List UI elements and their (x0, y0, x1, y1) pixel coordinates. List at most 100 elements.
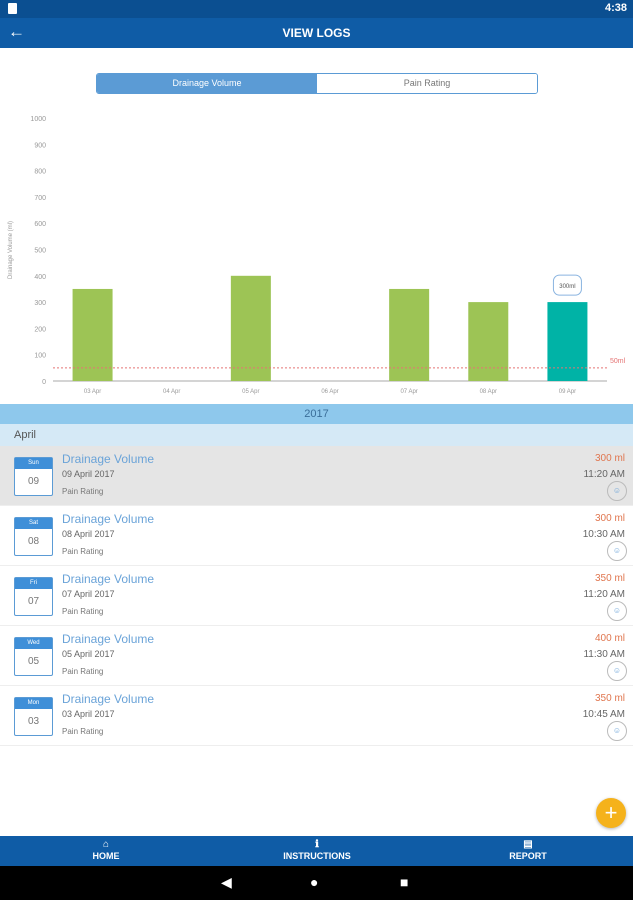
entry-date: 05 April 2017 (62, 649, 115, 659)
app-header: ← VIEW LOGS (0, 18, 633, 48)
entry-title: Drainage Volume (62, 572, 155, 586)
drainage-chart: 0 100 200 300 400 500 600 700 800 900 1000 Drainage… (8, 116, 626, 395)
weekday: Fri (15, 578, 52, 589)
weekday: Wed (15, 638, 52, 649)
day-number: 09 (27, 476, 40, 487)
bar (389, 288, 430, 381)
home-icon: ⌂ (102, 839, 110, 850)
entry-time: 10:30 AM (582, 529, 625, 540)
system-back-icon[interactable]: ◀ (221, 874, 232, 890)
nav-report[interactable]: ▤ REPORT (498, 838, 558, 861)
log-entry[interactable]: Fri 07 Drainage Volume 07 April 2017 Pain… (0, 566, 633, 626)
tab-pain-rating[interactable]: Pain Rating (317, 74, 537, 93)
year-header: 2017 (0, 404, 633, 424)
value-tooltip-label: 300ml (559, 284, 575, 290)
entry-time: 11:30 AM (583, 649, 625, 660)
weekday: Sat (15, 518, 52, 529)
entry-title: Drainage Volume (62, 452, 155, 466)
entry-title: Drainage Volume (62, 632, 155, 646)
chart-tabs: Drainage Volume Pain Rating (96, 73, 538, 94)
y-axis-label: Drainage Volume (ml) (8, 221, 14, 279)
threshold-label: 50ml (610, 358, 626, 365)
system-recents-icon[interactable]: ■ (400, 874, 409, 890)
value-tooltip (552, 274, 582, 296)
pain-face-icon: ☺ (607, 721, 627, 741)
month-header: April (0, 424, 633, 446)
y-tick-label: 400 (34, 274, 46, 281)
day-number: 05 (27, 656, 40, 667)
nav-home[interactable]: ⌂ HOME (76, 838, 136, 861)
bar (547, 302, 588, 381)
entry-time: 10:45 AM (582, 709, 625, 720)
entry-date: 09 April 2017 (62, 469, 115, 479)
log-entry[interactable]: Sat 08 Drainage Volume 08 April 2017 Pain… (0, 506, 633, 566)
entry-date: 08 April 2017 (62, 529, 115, 539)
tab-drainage-volume[interactable]: Drainage Volume (97, 74, 317, 93)
entry-title: Drainage Volume (62, 692, 155, 706)
bar (72, 288, 113, 381)
nav-report-label: REPORT (509, 851, 547, 861)
y-tick-label: 300 (34, 300, 46, 307)
pain-rating-label: Pain Rating (62, 547, 104, 556)
system-nav: ◀ ● ■ (0, 866, 633, 900)
day-number: 08 (27, 536, 40, 547)
pain-face-icon: ☺ (607, 541, 627, 561)
entry-time: 11:20 AM (583, 589, 625, 600)
entry-date: 07 April 2017 (62, 589, 115, 599)
status-bar: 4:38 (0, 0, 633, 18)
x-tick-label: 07 Apr (400, 389, 417, 395)
x-tick-label: 08 Apr (480, 389, 497, 395)
bar (230, 275, 271, 381)
report-icon: ▤ (523, 839, 533, 850)
log-entry[interactable]: Mon 03 Drainage Volume 03 April 2017 Pain… (0, 686, 633, 746)
y-tick-label: 900 (34, 142, 46, 149)
bar (468, 302, 509, 381)
sim-icon (8, 3, 17, 14)
y-tick-label: 100 (34, 353, 46, 360)
weekday: Sun (15, 458, 52, 469)
y-tick-label: 1000 (30, 116, 46, 123)
x-tick-label: 09 Apr (559, 389, 576, 395)
x-tick-label: 04 Apr (163, 389, 180, 395)
calendar-icon: Fri 07 (14, 577, 53, 616)
day-number: 03 (27, 716, 40, 727)
pain-rating-label: Pain Rating (62, 487, 104, 496)
clock: 4:38 (604, 2, 627, 14)
y-tick-label: 800 (34, 169, 46, 176)
pain-face-icon: ☺ (607, 481, 627, 501)
y-tick-label: 200 (34, 326, 46, 333)
page-title: VIEW LOGS (282, 26, 351, 40)
calendar-icon: Sat 08 (14, 517, 53, 556)
calendar-icon: Sun 09 (14, 457, 53, 496)
x-tick-label: 06 Apr (321, 389, 338, 395)
entry-title: Drainage Volume (62, 512, 155, 526)
info-icon: ℹ (315, 839, 319, 850)
log-entry[interactable]: Sun 09 Drainage Volume 09 April 2017 Pain… (0, 446, 633, 506)
y-tick-label: 0 (42, 379, 46, 386)
pain-rating-label: Pain Rating (62, 667, 104, 676)
add-log-button[interactable]: + (596, 798, 626, 828)
y-tick-label: 700 (34, 195, 46, 202)
nav-instructions[interactable]: ℹ INSTRUCTIONS (272, 838, 362, 861)
back-arrow-icon[interactable]: ← (8, 22, 25, 41)
system-home-icon[interactable]: ● (310, 874, 319, 890)
pain-face-icon: ☺ (607, 661, 627, 681)
x-tick-label: 05 Apr (242, 389, 259, 395)
pain-face-icon: ☺ (607, 601, 627, 621)
calendar-icon: Mon 03 (14, 697, 53, 736)
pain-rating-label: Pain Rating (62, 727, 104, 736)
entry-time: 11:20 AM (583, 469, 625, 480)
entry-volume: 300 ml (594, 453, 625, 464)
entry-volume: 300 ml (594, 513, 625, 524)
pain-rating-label: Pain Rating (62, 607, 104, 616)
weekday: Mon (15, 698, 52, 709)
entry-volume: 350 ml (594, 573, 625, 584)
y-tick-label: 500 (34, 248, 46, 255)
entry-volume: 400 ml (594, 633, 625, 644)
day-number: 07 (27, 596, 40, 607)
entry-volume: 350 ml (594, 693, 625, 704)
x-tick-label: 03 Apr (84, 389, 101, 395)
nav-home-label: HOME (92, 851, 120, 861)
log-entry[interactable]: Wed 05 Drainage Volume 05 April 2017 Pain… (0, 626, 633, 686)
nav-instructions-label: INSTRUCTIONS (283, 851, 351, 861)
